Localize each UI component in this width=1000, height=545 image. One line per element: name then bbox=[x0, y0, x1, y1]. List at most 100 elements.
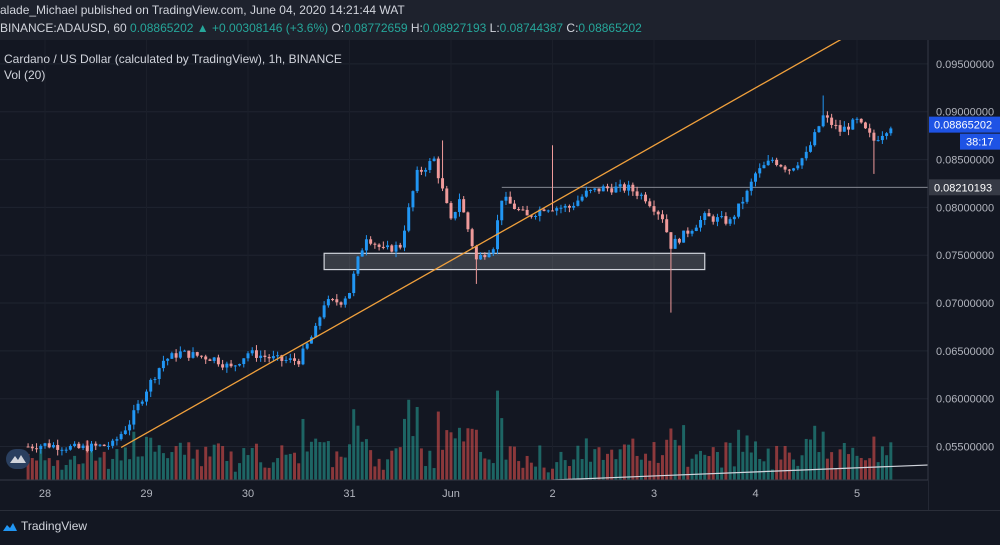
candle-body bbox=[720, 216, 724, 218]
candle-body bbox=[449, 203, 453, 219]
volume-bar bbox=[690, 458, 694, 480]
candle-body bbox=[817, 126, 821, 133]
volume-bar bbox=[90, 449, 94, 480]
publish-header: alade_Michael published on TradingView.c… bbox=[0, 0, 1000, 40]
candle-body bbox=[601, 186, 605, 192]
candle-body bbox=[85, 445, 89, 452]
candle-body bbox=[335, 299, 339, 303]
candle-body bbox=[356, 256, 360, 274]
candle-body bbox=[343, 298, 347, 305]
level-label: 0.08210193 bbox=[934, 182, 992, 194]
brand-text: TradingView bbox=[21, 519, 88, 533]
candle-body bbox=[436, 158, 440, 179]
candle-body bbox=[838, 125, 842, 132]
volume-label: Vol (20) bbox=[4, 68, 46, 82]
time-tick-label: 4 bbox=[752, 488, 758, 500]
volume-bar bbox=[284, 454, 288, 480]
candle-body bbox=[250, 350, 254, 354]
volume-bar bbox=[94, 460, 98, 480]
tradingview-logo-icon bbox=[3, 522, 17, 531]
candle-body bbox=[297, 360, 301, 365]
volume-bar bbox=[487, 459, 491, 480]
volume-bar bbox=[77, 464, 81, 480]
candle-body bbox=[715, 217, 719, 222]
candle-body bbox=[145, 391, 148, 402]
candle-body bbox=[322, 305, 326, 318]
volume-bar bbox=[187, 442, 191, 480]
candle-body bbox=[284, 359, 288, 361]
candle-body bbox=[56, 445, 60, 450]
candle-body bbox=[534, 215, 538, 217]
volume-bar bbox=[783, 446, 787, 480]
volume-bar bbox=[851, 447, 855, 480]
candle-body bbox=[512, 203, 516, 210]
volume-bar bbox=[191, 458, 195, 480]
volume-bar bbox=[419, 448, 423, 480]
volume-bar bbox=[98, 457, 102, 480]
volume-bar bbox=[635, 455, 639, 480]
volume-bar bbox=[551, 468, 554, 480]
price-axis-ticks: 0.09500000 0.09000000 0.08500000 0.08000000… bbox=[936, 59, 994, 454]
high-value: 0.08927193 bbox=[422, 21, 487, 35]
ohlc-line: BINANCE:ADAUSD, 60 0.08865202 ▲ +0.00308… bbox=[0, 21, 642, 35]
chart-legend-title[interactable]: Cardano / US Dollar (calculated by Tradi… bbox=[4, 52, 342, 66]
candle-body bbox=[35, 448, 39, 450]
volume-bar bbox=[221, 446, 225, 480]
volume-bar bbox=[407, 399, 411, 480]
candle-body bbox=[754, 173, 757, 182]
candle-body bbox=[136, 403, 140, 411]
volume-bar bbox=[737, 429, 741, 480]
chart-title: Cardano / US Dollar (calculated by Tradi… bbox=[4, 52, 342, 66]
candle-body bbox=[639, 194, 643, 196]
volume-bar bbox=[775, 445, 779, 480]
volume-bar bbox=[178, 442, 182, 480]
candle-body bbox=[94, 443, 98, 446]
tradingview-badge-icon[interactable] bbox=[6, 449, 30, 469]
volume-bar bbox=[821, 431, 825, 480]
candle-body bbox=[204, 356, 208, 360]
change-text: +0.00308146 (+3.6%) bbox=[212, 21, 329, 35]
price-tick-label: 0.08000000 bbox=[936, 202, 994, 214]
volume-bar bbox=[415, 406, 419, 480]
volume-bar bbox=[204, 446, 208, 480]
volume-bar bbox=[51, 465, 55, 480]
candle-body bbox=[318, 317, 322, 326]
candle-body bbox=[863, 122, 867, 129]
candle-body bbox=[796, 165, 800, 169]
volume-bar bbox=[745, 435, 749, 480]
volume-bar bbox=[614, 459, 618, 480]
candle-body bbox=[618, 184, 622, 187]
tradingview-logo[interactable]: TradingView bbox=[2, 519, 87, 533]
candle-body bbox=[445, 188, 449, 204]
volume-bar bbox=[766, 448, 770, 480]
volume-bar bbox=[60, 469, 64, 480]
candle-body bbox=[830, 117, 834, 125]
candle-body bbox=[690, 230, 694, 234]
time-tick-label: 31 bbox=[343, 488, 355, 500]
volume-bar bbox=[145, 436, 148, 480]
candle-body bbox=[199, 355, 203, 357]
trendline bbox=[120, 40, 842, 449]
candle-body bbox=[813, 132, 817, 146]
candle-body bbox=[732, 216, 736, 220]
volume-bar bbox=[796, 465, 800, 480]
candle-body bbox=[364, 239, 368, 251]
volume-bar bbox=[880, 446, 884, 480]
price-tick-label: 0.08500000 bbox=[936, 155, 994, 167]
volume-bar bbox=[398, 447, 402, 480]
volume-legend[interactable]: Vol (20) bbox=[4, 68, 45, 82]
current-price-badge bbox=[929, 116, 1000, 133]
candle-body bbox=[868, 128, 872, 133]
time-axis[interactable] bbox=[0, 480, 928, 510]
candle-body bbox=[221, 364, 225, 368]
volume-bar bbox=[572, 459, 576, 480]
candle-body bbox=[288, 358, 292, 360]
time-tick-label: 5 bbox=[854, 488, 860, 500]
candle-body bbox=[428, 161, 432, 170]
candle-body bbox=[305, 343, 309, 349]
candle-body bbox=[567, 205, 571, 208]
price-chart[interactable]: 0.09500000 0.09000000 0.08500000 0.08000000… bbox=[0, 40, 1000, 510]
candle-body bbox=[686, 230, 690, 234]
candle-body bbox=[60, 449, 64, 451]
volume-bar bbox=[369, 450, 373, 480]
